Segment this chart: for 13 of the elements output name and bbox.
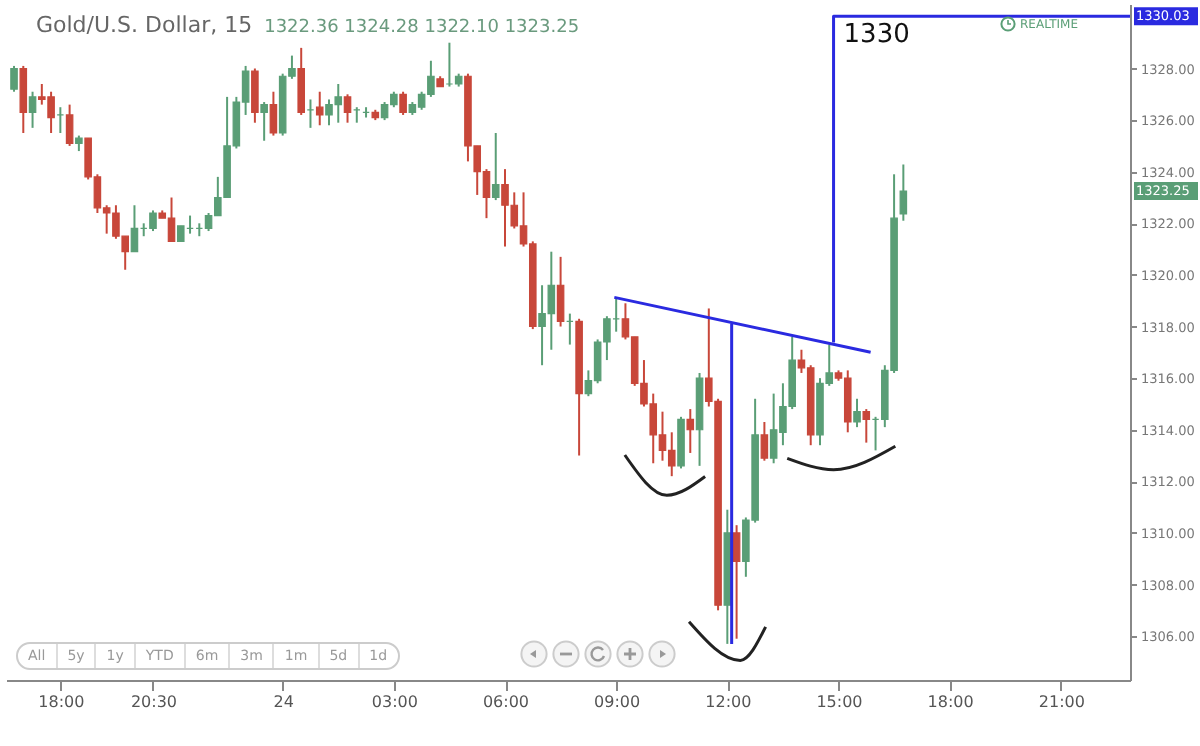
x-tick-label: 12:00 xyxy=(705,693,752,711)
x-tick-label: 06:00 xyxy=(482,693,530,711)
chart-title: Gold/U.S. Dollar, 15 xyxy=(36,12,253,38)
x-tick-label: 15:00 xyxy=(816,693,863,711)
x-tick-label: 03:00 xyxy=(371,693,418,711)
x-tick-label: 18:00 xyxy=(38,693,85,711)
x-tick-label: 21:00 xyxy=(1038,693,1085,711)
text: 1322.36 1324.28 1322.10 1323.25 xyxy=(264,18,580,38)
annotation: 1330 xyxy=(843,20,910,51)
x-tick-label: 18:00 xyxy=(927,693,974,711)
x-tick-label: 20:30 xyxy=(130,693,178,711)
x-tick-label: 24 xyxy=(273,693,294,711)
x-tick-label: 09:00 xyxy=(594,693,641,711)
